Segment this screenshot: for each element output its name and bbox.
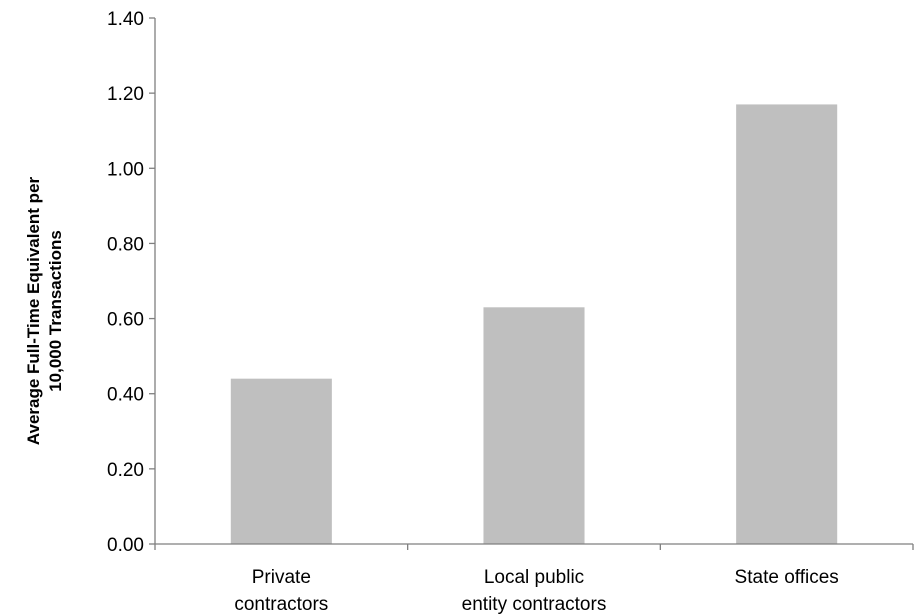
bar xyxy=(736,104,838,545)
x-category-label: Local public entity contractors xyxy=(462,567,607,615)
y-tick-label: 0.40 xyxy=(107,385,144,406)
y-tick-label: 1.00 xyxy=(107,159,144,180)
y-tick-label: 1.20 xyxy=(107,84,144,105)
y-tick-label: 0.00 xyxy=(107,535,144,556)
y-tick-label: 0.20 xyxy=(107,460,144,481)
y-axis-title: Average Full-Time Equivalent per 10,000 … xyxy=(24,176,65,445)
y-axis-ticks: 0.00 0.20 0.40 0.60 0.80 1.00 1.20 1.40 xyxy=(107,9,144,556)
x-category-label: State offices xyxy=(735,567,839,588)
bar xyxy=(230,378,332,544)
bars xyxy=(230,104,838,545)
y-tick-label: 0.80 xyxy=(107,234,144,255)
x-axis-labels: Private contractors Local public entity con… xyxy=(234,567,838,615)
bar xyxy=(483,307,585,544)
axes xyxy=(149,17,914,550)
y-axis-title-line-2: 10,000 Transactions xyxy=(46,230,65,392)
y-axis-title-line-1: Average Full-Time Equivalent per xyxy=(24,176,43,445)
y-tick-label: 0.60 xyxy=(107,310,144,331)
x-category-label: Private contractors xyxy=(234,567,328,615)
y-tick-label: 1.40 xyxy=(107,9,144,30)
